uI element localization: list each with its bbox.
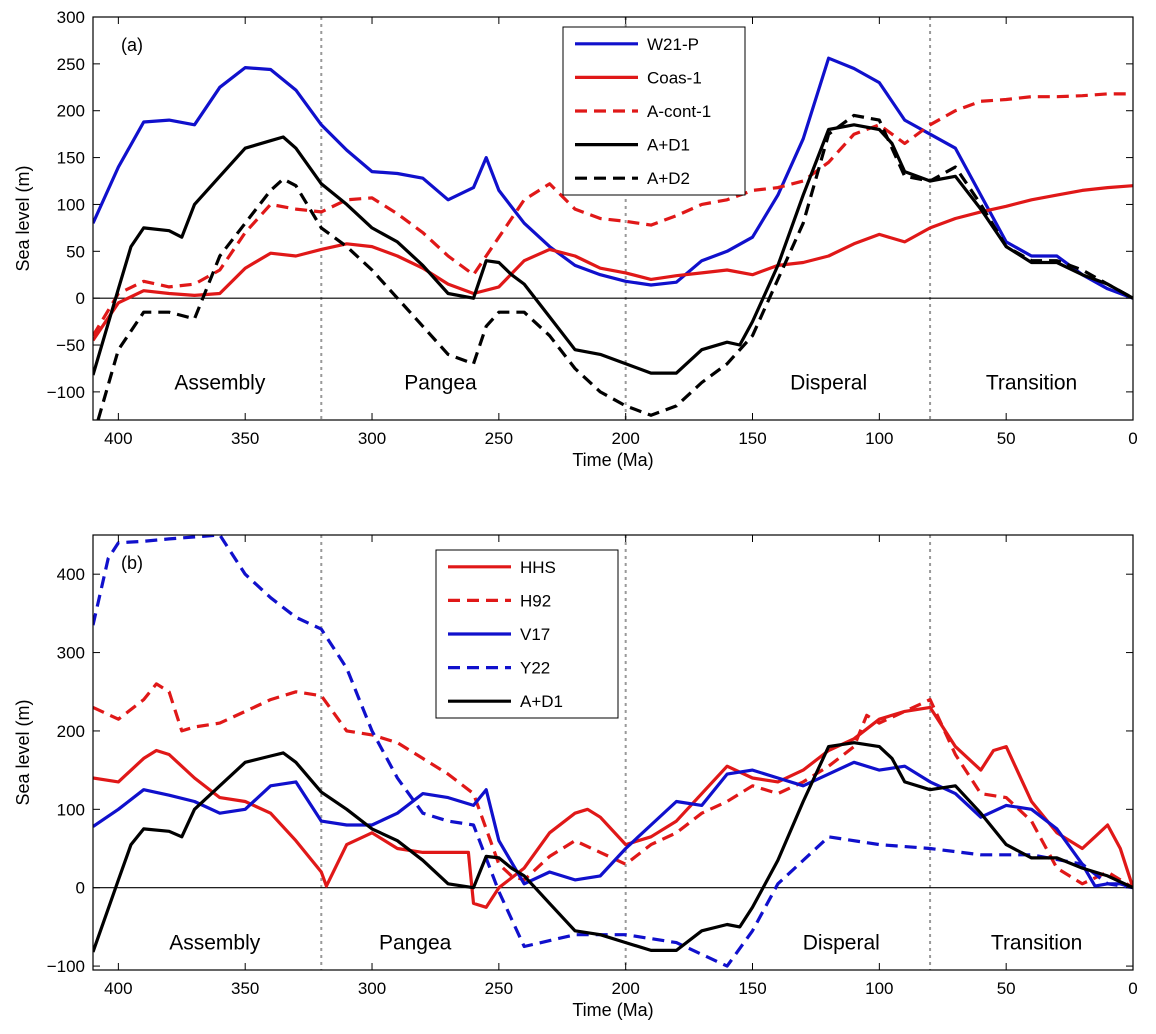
legend-label: V17 [520,625,550,644]
x-axis-label: Time (Ma) [572,1000,653,1020]
plot-frame [92,534,1134,971]
x-tick-label: 0 [1128,979,1137,998]
period-annotation: Pangea [379,932,452,955]
x-tick-label: 50 [997,979,1016,998]
x-tick-label: 150 [738,429,766,448]
x-tick-label: 350 [231,429,259,448]
x-axis-label: Time (Ma) [572,450,653,470]
x-tick-label: 200 [611,429,639,448]
legend-label: A+D2 [647,169,690,188]
y-axis-label: Sea level (m) [13,699,33,805]
legend: W21-P Coas-1 A-cont-1 A+D1 A+D2 [562,26,746,196]
x-tick-label: 200 [611,979,639,998]
y-tick-label: −50 [56,336,85,355]
y-tick-label: 150 [57,149,85,168]
series-group [93,56,1133,420]
y-tick-label: 250 [57,55,85,74]
y-tick-label: 200 [57,722,85,741]
legend-label: Y22 [520,659,550,678]
x-tick-label: 400 [104,429,132,448]
y-tick-label: 100 [57,800,85,819]
series-line-w21-p [93,56,1133,300]
x-tick-label: 50 [997,429,1016,448]
period-annotation: Assembly [174,372,266,395]
panel-label: (a) [121,35,143,55]
period-annotation: Disperal [803,932,880,955]
panel-b-sea-level-chart: 400 350 300 250 200 150 100 50 0 −100 0 100 200 300 40… [13,534,1138,1020]
legend-box [562,26,746,196]
series-line-a-d1 [93,741,1133,953]
x-tick-label: 400 [104,979,132,998]
legend-label: A-cont-1 [647,102,711,121]
plot-frame [92,16,1134,421]
x-tick-label: 0 [1128,429,1137,448]
x-tick-label: 150 [738,979,766,998]
y-tick-label: 400 [57,565,85,584]
series-line-a-d2 [96,113,1133,420]
y-tick-label: 50 [66,242,85,261]
y-tick-label: 0 [76,289,85,308]
panel-label: (b) [121,553,143,573]
period-annotation: Transition [991,932,1082,955]
y-axis-label: Sea level (m) [13,165,33,271]
y-tick-label: 300 [57,8,85,27]
legend-label: Coas-1 [647,68,702,87]
period-annotation: Assembly [169,932,261,955]
legend-label: H92 [520,591,551,610]
legend-label: A+D1 [647,136,690,155]
legend-label: W21-P [647,35,699,54]
x-tick-label: 250 [485,979,513,998]
y-tick-label: 300 [57,644,85,663]
legend-label: A+D1 [520,692,563,711]
y-tick-label: −100 [47,957,85,976]
series-line-a-cont-1 [93,92,1133,337]
legend-label: HHS [520,558,556,577]
y-tick-label: −100 [47,383,85,402]
y-tick-label: 0 [76,879,85,898]
period-annotation: Pangea [404,372,477,395]
series-group [93,535,1133,968]
x-tick-label: 250 [485,429,513,448]
period-annotation: Transition [986,372,1077,395]
x-tick-label: 100 [865,979,893,998]
x-tick-label: 300 [358,979,386,998]
x-tick-label: 350 [231,979,259,998]
y-tick-label: 100 [57,195,85,214]
x-tick-label: 300 [358,429,386,448]
series-line-v17 [93,760,1133,890]
series-line-coas-1 [93,184,1133,342]
series-line-y22 [93,535,1133,968]
series-line-hhs [93,705,1133,909]
period-annotation: Disperal [790,372,867,395]
legend: HHS H92 V17 Y22 A+D1 [435,549,619,719]
series-line-h92 [93,682,1133,890]
y-tick-label: 200 [57,102,85,121]
panel-a-sea-level-chart: 400 350 300 250 200 150 100 50 0 −100 −50 0 50 100 150… [13,8,1138,470]
x-tick-label: 100 [865,429,893,448]
